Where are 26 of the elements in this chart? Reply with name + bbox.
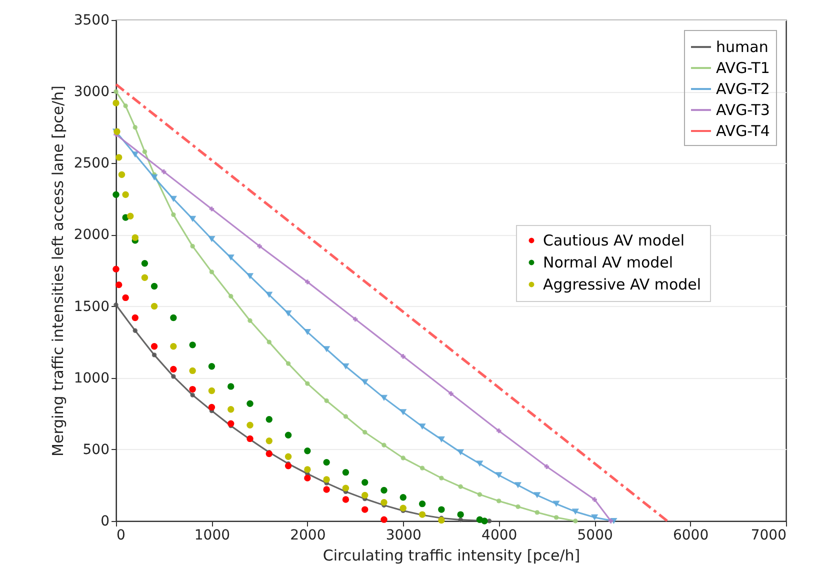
y-tick-label: 2500: [74, 156, 110, 172]
legend-label: Normal AV model: [543, 254, 674, 272]
x-tick-label: 2000: [290, 528, 326, 544]
x-tick-label: 3000: [386, 528, 422, 544]
legend-label: AVG-T4: [716, 122, 770, 140]
x-tick-label: 6000: [672, 528, 709, 544]
legend-label: Cautious AV model: [543, 232, 685, 250]
x-tick-label: 7000: [750, 528, 786, 544]
legend-label: Aggressive AV model: [543, 276, 702, 294]
x-tick-label: 0: [116, 528, 126, 544]
x-tick-label: 5000: [577, 528, 613, 544]
legend-label: human: [716, 38, 768, 56]
x-tick-label: 4000: [482, 528, 518, 544]
y-tick-label: 500: [82, 442, 110, 458]
x-tick-label: 1000: [194, 528, 230, 544]
x-axis-title: Circulating traffic intensity [pce/h]: [322, 546, 580, 564]
y-tick-label: 3000: [74, 84, 110, 100]
y-tick-label: 1500: [74, 298, 110, 315]
y-tick-label: 2000: [74, 227, 110, 244]
y-axis-title: Merging traffic intensities left access lane [pce/h]: [48, 86, 67, 456]
legend-label: AVG-T2: [716, 80, 770, 98]
y-tick-label: 3500: [74, 12, 110, 28]
legend-label: AVG-T1: [716, 59, 770, 77]
legend-label: AVG-T3: [716, 101, 770, 119]
y-tick-label: 1000: [74, 370, 110, 386]
y-tick-label: 0: [100, 514, 110, 530]
